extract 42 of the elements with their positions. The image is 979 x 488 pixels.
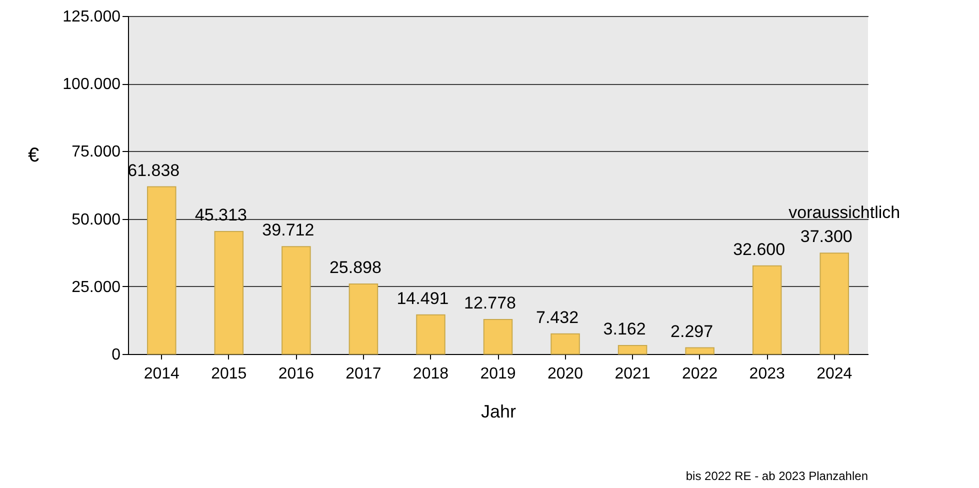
bar [752,265,782,354]
data-label: 12.778 [464,293,516,312]
data-label: 61.838 [128,160,180,180]
data-label: 25.898 [329,258,382,277]
x-tick-label: 2014 [144,366,180,382]
bar [483,318,513,354]
bar [214,230,244,354]
y-tick-label: 125.000 [62,8,121,26]
bar [550,333,580,354]
data-label: 3.162 [603,319,646,338]
text: bis 2022 RE - ab 2023 Planzahlen [686,469,868,483]
bar [685,347,714,354]
x-tick-label: 2023 [749,366,785,382]
y-tick-label: 75.000 [72,144,121,161]
x-tick-label: 2016 [278,366,314,382]
y-tick-label: 100.000 [62,76,121,94]
bar [416,314,446,354]
bar [820,252,849,354]
x-tick-label: 2020 [547,366,584,382]
y-tick-label: 0 [112,346,121,364]
x-tick-label: 2015 [211,366,247,382]
data-label: 2.297 [670,322,714,341]
x-tick-label: 2019 [480,366,516,382]
data-label: 37.300 [800,227,852,246]
data-label: 7.432 [536,308,579,327]
annotation: voraussichtlich [788,203,900,222]
x-tick-label: 2024 [816,366,852,382]
x-tick-label: 2022 [682,366,718,382]
x-tick-label: 2017 [346,366,382,382]
y-axis-title: € [28,144,40,166]
bar [348,283,378,354]
data-label: 39.712 [262,220,314,240]
bar [147,186,176,354]
x-tick-label: 2018 [412,366,449,382]
y-tick-label: 50.000 [72,211,121,228]
data-label: 32.600 [733,240,786,259]
x-tick-label: 2021 [614,366,650,382]
bar [282,246,311,354]
x-axis-title: Jahr [480,402,516,422]
data-label: 14.491 [396,288,449,308]
bar [618,344,648,354]
y-tick-label: 25.000 [72,278,121,296]
